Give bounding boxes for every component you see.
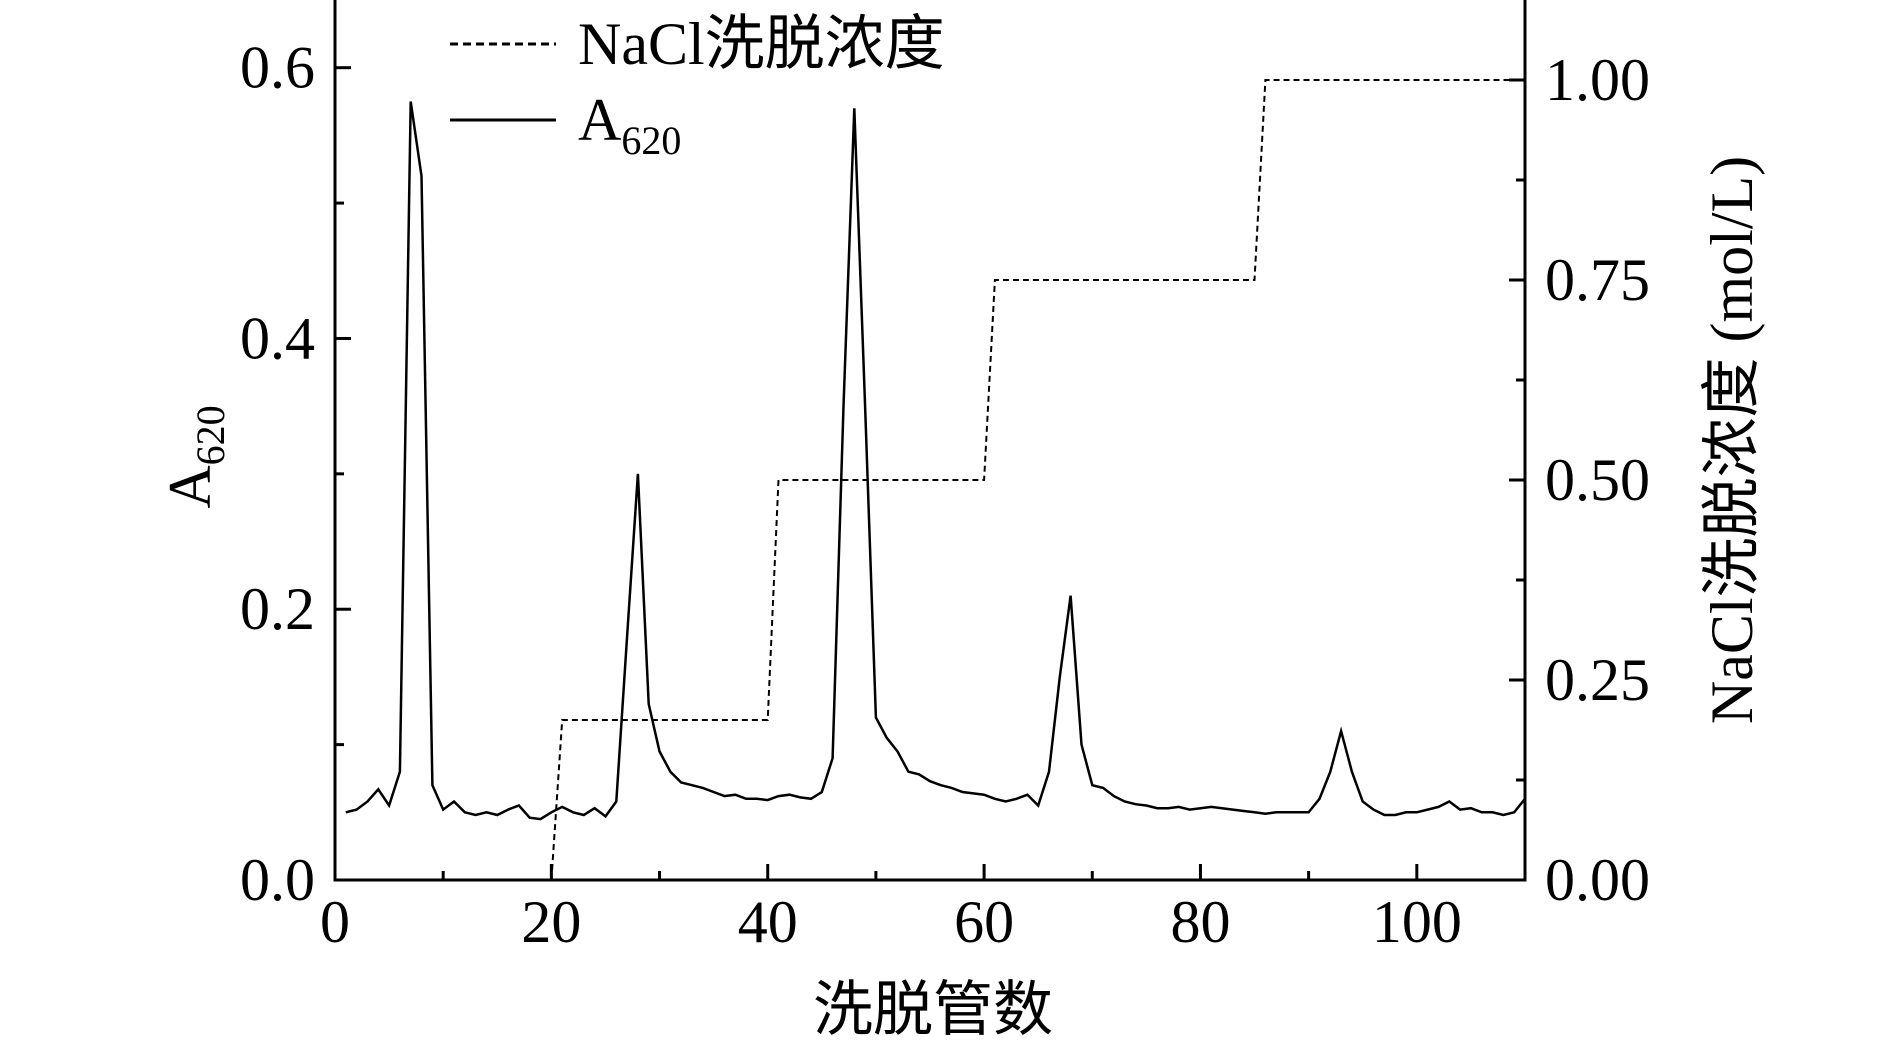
y2-tick-label: 0.75 [1545,247,1650,313]
y2-tick-label: 0.00 [1545,847,1650,913]
x-tick-label: 80 [1170,889,1230,955]
y2-tick-label: 0.50 [1545,447,1650,513]
legend-label: A620 [578,87,681,163]
y2-tick-label: 0.25 [1545,647,1650,713]
y-tick-label: 0.2 [240,576,315,642]
legend-label-text: A [578,87,621,153]
y-axis-label: A620 [157,405,233,508]
y-tick-label: 0.0 [240,847,315,913]
x-tick-label: 60 [954,889,1014,955]
x-tick-label: 40 [738,889,798,955]
x-tick-label: 100 [1372,889,1462,955]
axis-frame [333,0,1527,882]
legend-label: NaCl洗脱浓度 [578,11,945,77]
y-axis-label-subscript: 620 [188,405,233,465]
y2-tick-label: 1.00 [1545,47,1650,113]
data-line [345,101,1526,821]
data-line [550,79,1525,881]
y-tick-label: 0.6 [240,35,315,101]
legend-label-subscript: 620 [621,118,681,163]
x-tick-label: 20 [521,889,581,955]
y-axis-label-text: A [157,465,223,508]
legend-label-text: NaCl洗脱浓度 [578,11,945,77]
x-axis-label: 洗脱管数 [813,977,1053,1040]
x-tick-label: 0 [320,889,350,955]
y2-axis-label: NaCl洗脱浓度 (mol/L) [1699,156,1765,724]
y-tick-label: 0.4 [240,305,315,371]
